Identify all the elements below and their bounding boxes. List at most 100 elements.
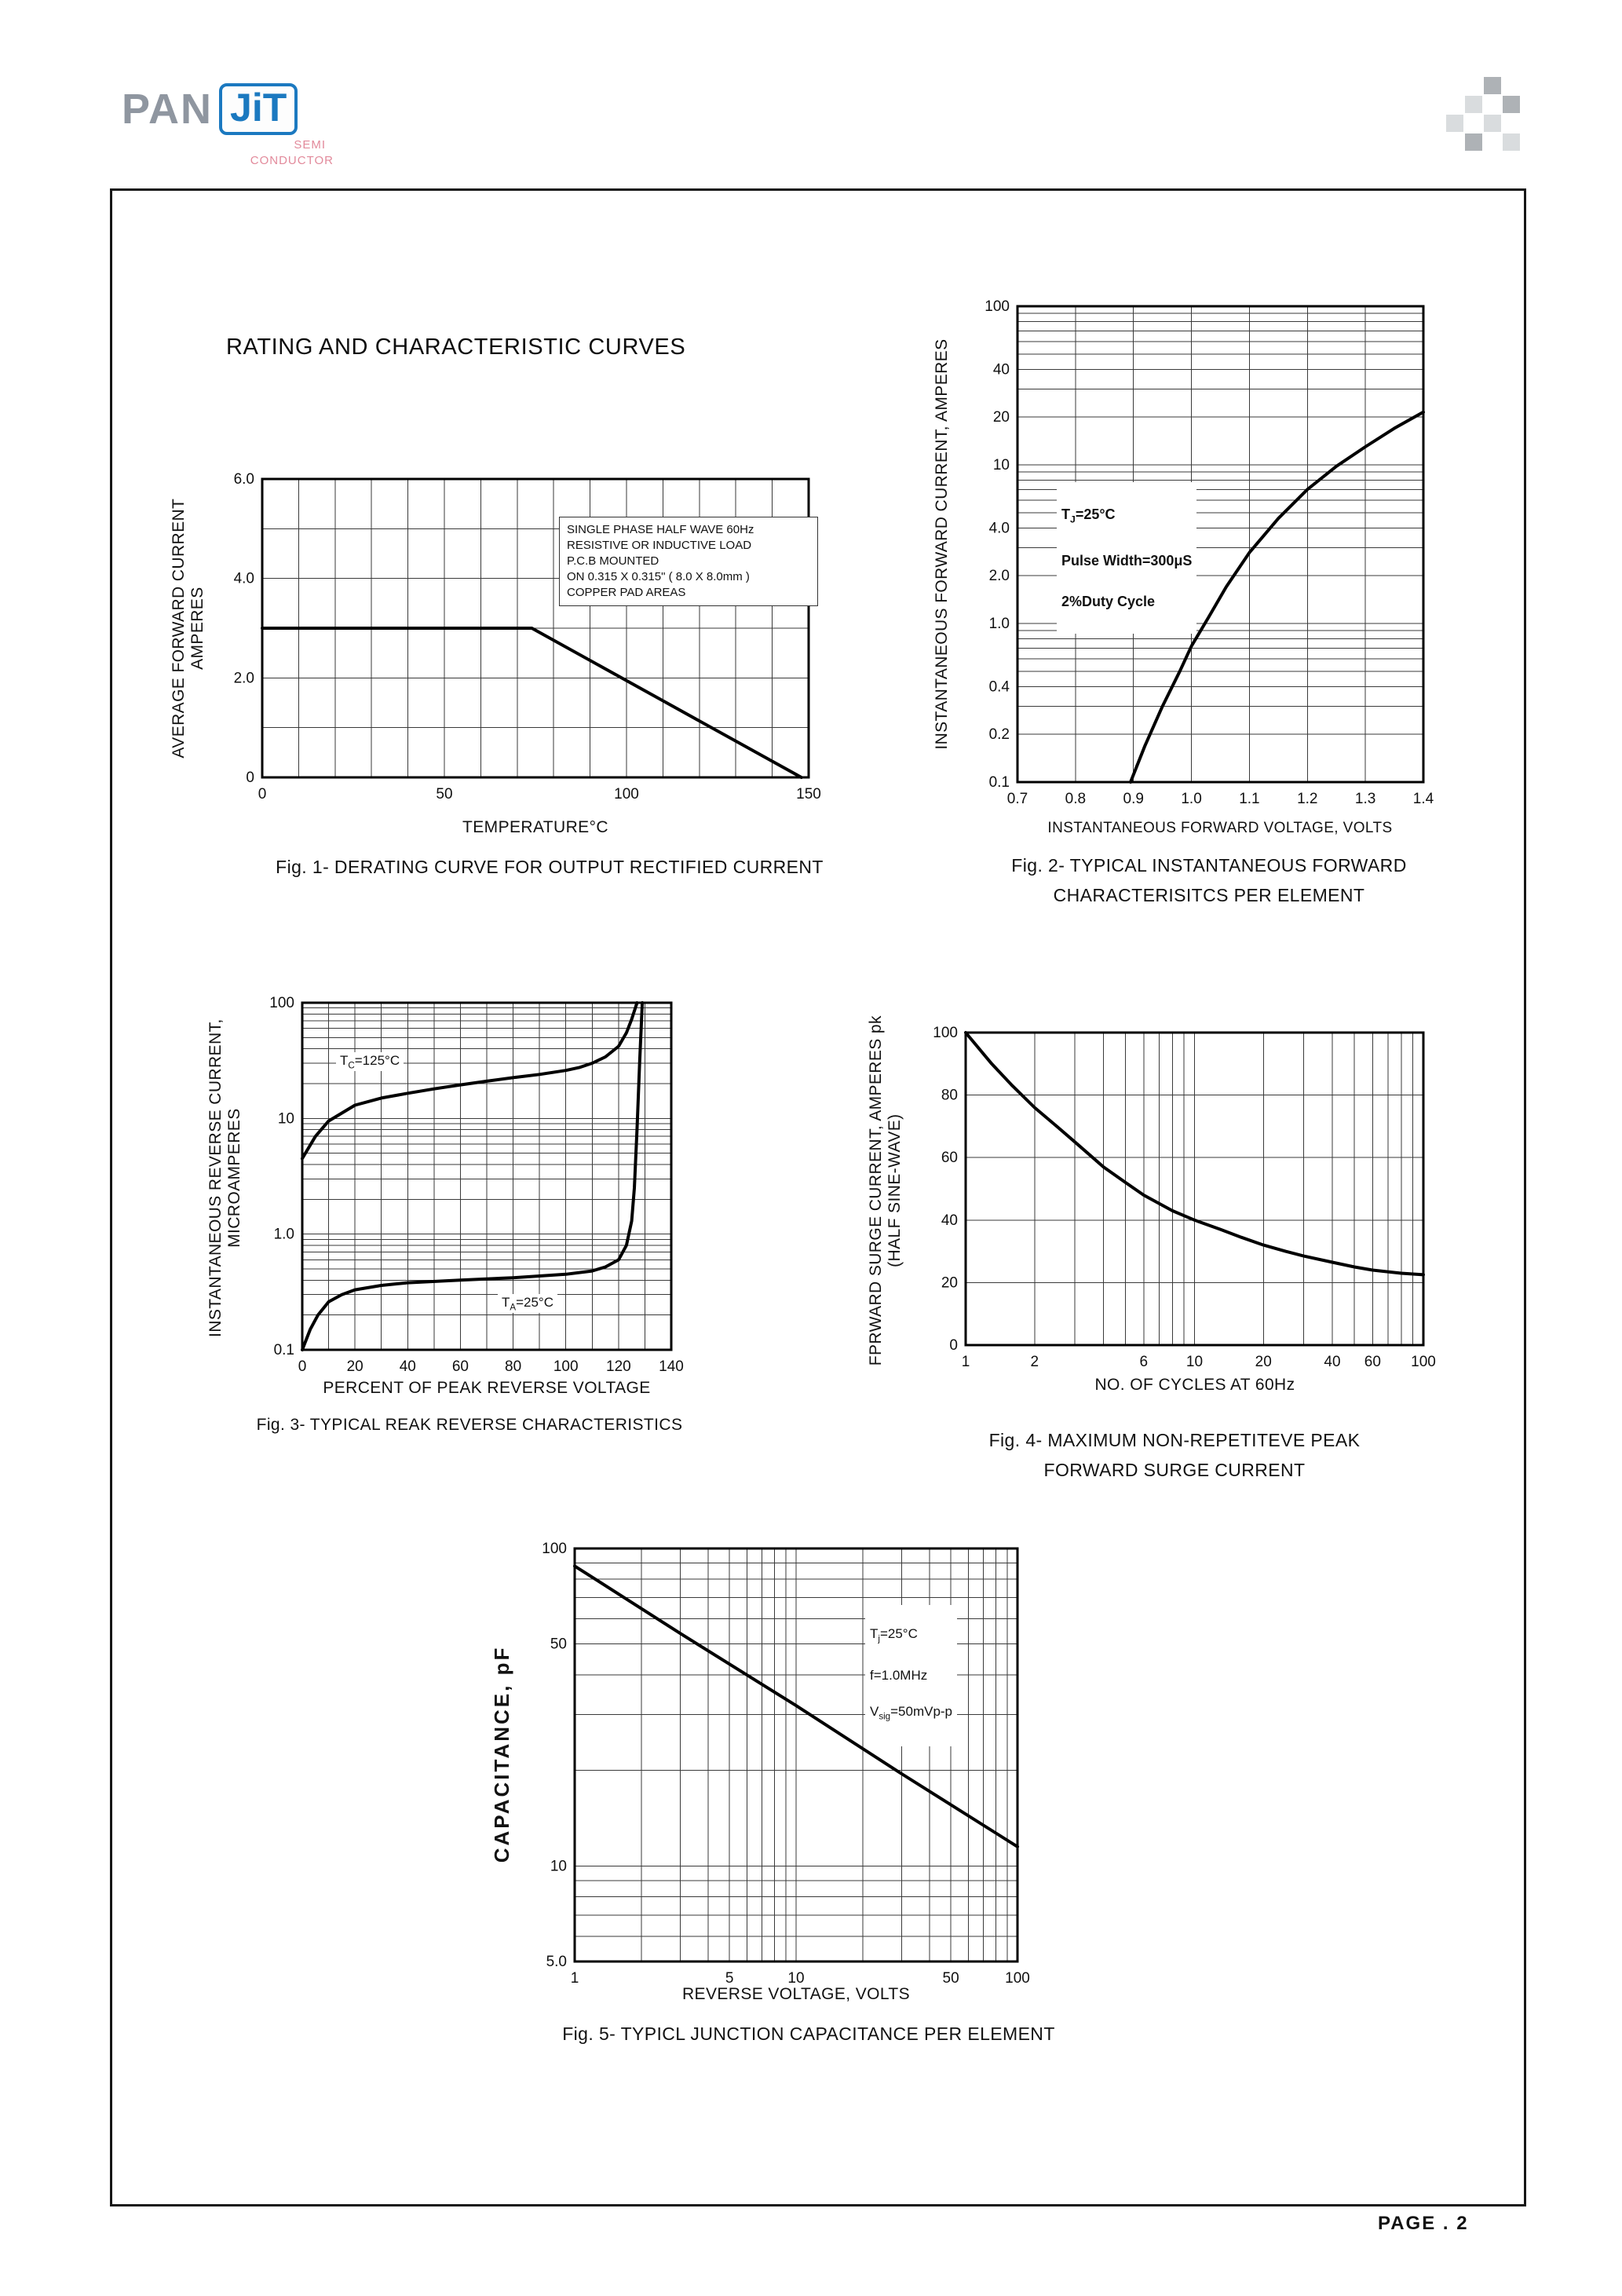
svg-text:6: 6 [1140,1354,1149,1370]
logo-text-semi: SEMI [294,138,326,152]
svg-text:4.0: 4.0 [234,571,254,587]
condition-sub: J [1070,514,1076,525]
svg-text:100: 100 [614,786,639,803]
svg-text:100: 100 [933,1025,958,1041]
svg-text:0: 0 [246,770,254,786]
fig3-caption: Fig. 3- TYPICAL REAK REVERSE CHARACTERIS… [256,1416,683,1434]
fig1-caption: Fig. 1- DERATING CURVE FOR OUTPUT RECTIF… [276,857,824,877]
decor-pixel [1465,133,1482,151]
fig2-y-axis-label: INSTANTANEOUS FORWARD CURRENT, AMPERES [932,338,951,750]
decor-pixel [1446,115,1463,132]
condition-line: Vsig=50mVp-p [870,1702,952,1726]
svg-text:2: 2 [1030,1354,1039,1370]
fig1-x-axis-label: TEMPERATURE°C [462,818,608,836]
svg-text:1.0: 1.0 [1181,791,1201,807]
logo-text-pan: PAN [122,86,214,133]
svg-text:0.1: 0.1 [274,1342,294,1358]
fig3-y-axis-label: INSTANTANEOUS REVERSE CURRENT, MICROAMPE… [206,1018,243,1337]
curve-label-sub: C [348,1061,355,1071]
decor-pixels [1446,77,1525,155]
fig2-caption: Fig. 2- TYPICAL INSTANTANEOUS FORWARD CH… [1011,855,1407,905]
svg-text:80: 80 [941,1088,958,1104]
condition-line: 2%Duty Cycle [1061,593,1156,609]
fig4-y-axis-label: FPRWARD SURGE CURRENT, AMPERES pk (HALF … [866,1015,904,1366]
svg-text:5.0: 5.0 [546,1954,567,1970]
svg-text:10: 10 [550,1858,567,1874]
fig1-derating-chart: 0 50 100 150 0 2.0 4.0 6.0 [234,471,821,803]
svg-text:10: 10 [278,1110,294,1127]
svg-text:1.3: 1.3 [1355,791,1375,807]
fig4-caption: Fig. 4- MAXIMUM NON-REPETITEVE PEAK FORW… [988,1430,1361,1480]
svg-text:20: 20 [1255,1354,1272,1370]
svg-text:80: 80 [505,1358,521,1375]
svg-text:100: 100 [553,1358,579,1375]
svg-text:100: 100 [1005,1970,1030,1987]
svg-text:50: 50 [943,1970,959,1987]
svg-text:50: 50 [550,1636,567,1653]
fig2-conditions-note: TJ=25°C Pulse Width=300μS 2%Duty Cycle [1057,482,1197,634]
fig5-capacitance-chart: 1 5 10 50 100 100 50 10 5.0 [542,1541,1030,1987]
svg-text:1.0: 1.0 [989,616,1010,632]
svg-text:0.8: 0.8 [1065,791,1086,807]
svg-text:100: 100 [269,995,294,1011]
svg-text:50: 50 [436,786,452,803]
curve-label-text: =25°C [516,1295,554,1310]
fig4-x-axis-label: NO. OF CYCLES AT 60Hz [1094,1376,1295,1394]
svg-text:60: 60 [1364,1354,1381,1370]
condition-text: T [1061,506,1070,522]
fig5-y-axis-label: CAPACITANCE, pF [490,1645,514,1863]
condition-text: V [870,1704,879,1720]
svg-text:6.0: 6.0 [234,471,254,488]
condition-line: TJ=25°C [1061,504,1192,530]
svg-text:10: 10 [993,457,1010,473]
fig3-x-axis-label: PERCENT OF PEAK REVERSE VOLTAGE [323,1379,651,1397]
svg-text:4.0: 4.0 [989,520,1010,536]
logo-text-jit: JiT [219,83,298,135]
fig1-conditions-note: SINGLE PHASE HALF WAVE 60Hz RESISTIVE OR… [559,517,818,606]
svg-text:0: 0 [258,786,267,803]
fig5-x-axis-label: REVERSE VOLTAGE, VOLTS [681,1985,911,2003]
fig3-reverse-characteristic-chart: 0 20 40 60 80 100 120 140 100 10 1.0 0.1 [269,995,684,1375]
svg-text:40: 40 [1324,1354,1340,1370]
svg-text:60: 60 [941,1150,958,1166]
fig3-curve-label-ta25: TA=25°C [498,1294,558,1314]
curve-label-text: T [340,1053,349,1068]
condition-sub: sig [879,1712,891,1722]
svg-text:5: 5 [725,1970,734,1987]
decor-pixel [1503,96,1520,113]
svg-text:0.4: 0.4 [989,678,1010,695]
svg-text:10: 10 [787,1970,804,1987]
svg-text:1: 1 [571,1970,579,1987]
fig2-forward-characteristic-chart: 0.7 0.8 0.9 1.0 1.1 1.2 1.3 1.4 100 40 20 10 4.0 2.0 1… [985,298,1434,807]
svg-text:100: 100 [985,298,1010,315]
logo-wordmark: PAN JiT [122,83,334,135]
condition-line: f=1.0MHz [870,1668,928,1684]
fig2-x-axis-label: INSTANTANEOUS FORWARD VOLTAGE, VOLTS [1047,820,1393,836]
fig1-y-axis-label: AVERAGE FORWARD CURRENT AMPERES [169,498,206,759]
condition-text: T [870,1626,879,1641]
condition-line: Tj=25°C [870,1625,952,1648]
svg-text:1.1: 1.1 [1239,791,1259,807]
curve-label-text: =125°C [354,1053,400,1068]
fig5-caption: Fig. 5- TYPICL JUNCTION CAPACITANCE PER … [562,2024,1055,2044]
condition-text: =25°C [1075,506,1116,522]
svg-text:0: 0 [298,1358,307,1375]
curve-label-text: T [502,1295,510,1310]
svg-text:100: 100 [1411,1354,1436,1370]
fig4-surge-current-chart: 1 2 6 10 20 40 60 100 0 20 40 60 80 100 [933,1025,1436,1370]
svg-text:120: 120 [606,1358,631,1375]
svg-text:0.7: 0.7 [1007,791,1028,807]
logo-text-conductor: CONDUCTOR [250,153,334,167]
page-number: PAGE . 2 [1378,2213,1469,2234]
svg-text:20: 20 [941,1274,958,1291]
svg-text:140: 140 [659,1358,684,1375]
svg-text:1: 1 [962,1354,970,1370]
page-title: RATING AND CHARACTERISTIC CURVES [226,335,686,360]
svg-text:0.2: 0.2 [989,726,1010,743]
svg-text:40: 40 [400,1358,416,1375]
svg-text:60: 60 [452,1358,469,1375]
decor-pixel [1465,96,1482,113]
panjit-logo: PAN JiT SEMI CONDUCTOR [122,83,334,168]
svg-text:20: 20 [347,1358,363,1375]
svg-text:1.2: 1.2 [1297,791,1317,807]
